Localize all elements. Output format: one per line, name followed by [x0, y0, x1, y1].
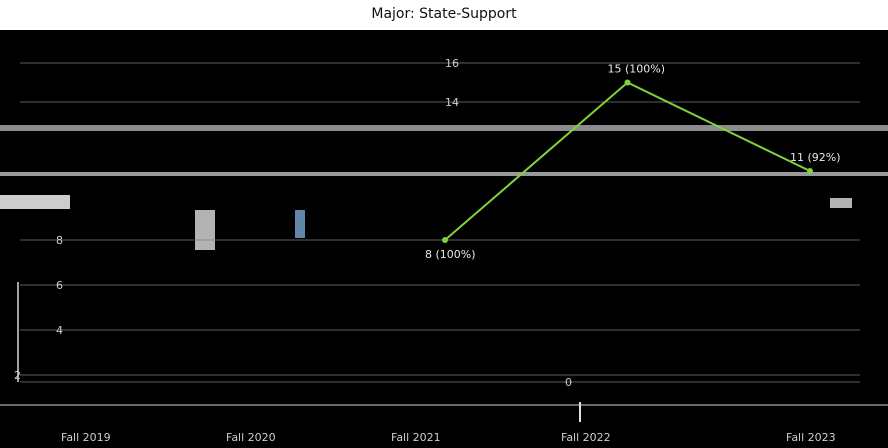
glitch-block [195, 210, 215, 250]
glitch-band [0, 125, 888, 131]
glitch-block [295, 210, 305, 238]
y-tick-label: 2 [14, 369, 21, 382]
glitch-block [830, 198, 852, 208]
x-tick-label: Fall 2022 [561, 431, 611, 444]
data-point [807, 168, 813, 174]
x-tick-label: Fall 2020 [226, 431, 276, 444]
x-tick-label: Fall 2023 [786, 431, 836, 444]
y-tick-label: 16 [445, 57, 459, 70]
data-label: 15 (100%) [608, 63, 666, 76]
x-tick-label: Fall 2021 [391, 431, 441, 444]
grid-lines [20, 62, 860, 383]
x-tick-label: Fall 2019 [61, 431, 111, 444]
data-point [624, 79, 631, 86]
y-tick-label: 4 [56, 324, 63, 337]
title-band [0, 0, 888, 30]
y-tick-labels: 0 2 4 6 8 14 16 [14, 57, 572, 389]
x-tick-labels: Fall 2019 Fall 2020 Fall 2021 Fall 2022 Fall… [61, 431, 836, 444]
data-label: 11 (92%) [790, 151, 841, 164]
glitch-block [0, 195, 70, 209]
series-group: 8 (100%) 15 (100%) 11 (92%) [425, 63, 841, 262]
glitch-band [0, 172, 888, 176]
chart-title: Major: State-Support [371, 6, 517, 22]
series-line [444, 81, 811, 241]
data-point [442, 237, 448, 243]
line-chart: 0 2 4 6 8 14 16 8 (100%) 15 (100%) 11 (92%) Fall… [0, 57, 888, 444]
y-tick-label: 14 [445, 96, 459, 109]
y-tick-label: 6 [56, 279, 63, 292]
y-tick-label: 0 [565, 376, 572, 389]
y-tick-label: 8 [56, 234, 63, 247]
data-label: 8 (100%) [425, 248, 476, 261]
